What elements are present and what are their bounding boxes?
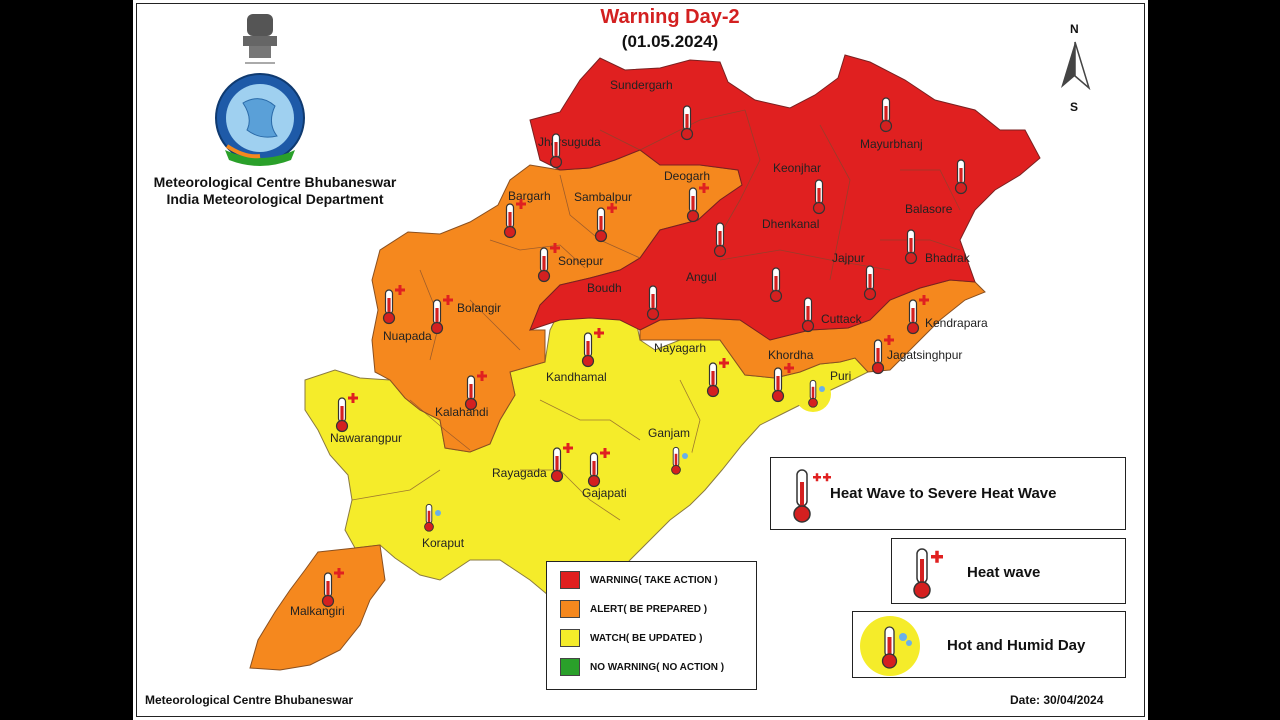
- org-department: India Meteorological Department: [166, 191, 384, 207]
- severe-thermometer-icon: [646, 285, 660, 321]
- key-label-humid: Hot and Humid Day: [947, 637, 1086, 654]
- region-warning: [529, 54, 1041, 341]
- key-severe-heatwave: Heat Wave to Severe Heat Wave: [770, 457, 1126, 530]
- label-sonepur: Sonepur: [558, 254, 603, 268]
- legend-swatch-yellow: [560, 629, 580, 647]
- label-dhenkanal: Dhenkanal: [762, 217, 819, 231]
- label-bargarh: Bargarh: [508, 189, 551, 203]
- footer-date: Date: 30/04/2024: [1010, 693, 1104, 707]
- severe-thermometer-icon: [801, 297, 815, 333]
- hot-humid-icon: [658, 443, 694, 479]
- compass-north-label: N: [1070, 22, 1079, 36]
- label-sambalpur: Sambalpur: [574, 190, 632, 204]
- label-cuttack: Cuttack: [821, 312, 863, 326]
- legend-label-watch: WATCH( BE UPDATED ): [590, 632, 703, 644]
- key-label-heatwave: Heat wave: [967, 564, 1041, 581]
- label-bolangir: Bolangir: [457, 301, 501, 315]
- severe-thermometer-icon: [793, 469, 831, 523]
- severe-thermometer-icon: [549, 133, 563, 169]
- label-kendrapara: Kendrapara: [925, 316, 988, 330]
- legend-swatch-green: [560, 658, 580, 676]
- severe-thermometer-icon: [713, 222, 727, 258]
- label-nawarangpur: Nawarangpur: [330, 431, 402, 445]
- label-jagatsinghpur: Jagatsinghpur: [887, 348, 962, 362]
- severe-thermometer-icon: [812, 179, 826, 215]
- label-gajapati: Gajapati: [582, 486, 627, 500]
- hot-humid-markers: [411, 376, 831, 536]
- legend-item-alert: ALERT( BE PREPARED ): [560, 599, 707, 619]
- label-deogarh: Deogarh: [664, 169, 710, 183]
- label-mayurbhanj: Mayurbhanj: [860, 137, 923, 151]
- forecast-date: (01.05.2024): [621, 32, 719, 51]
- north-arrow-icon: [1061, 41, 1091, 90]
- heatwave-thermometer-icon: [913, 548, 943, 599]
- footer-org: Meteorological Centre Bhubaneswar: [145, 693, 354, 707]
- legend-item-no-warning: NO WARNING( NO ACTION ): [560, 657, 724, 677]
- label-kalahandi: Kalahandi: [435, 405, 488, 419]
- label-jajpur: Jajpur: [832, 251, 865, 265]
- label-boudh: Boudh: [587, 281, 622, 295]
- legend-swatch-orange: [560, 600, 580, 618]
- label-rayagada: Rayagada: [492, 466, 547, 480]
- key-hot-humid: Hot and Humid Day: [852, 611, 1126, 678]
- hot-humid-icon: [411, 500, 447, 536]
- hot-humid-icon: [860, 616, 920, 676]
- severe-thermometer-icon: [863, 265, 877, 301]
- label-khordha: Khordha: [768, 348, 814, 362]
- legend-label-alert: ALERT( BE PREPARED ): [590, 603, 708, 615]
- label-balasore: Balasore: [905, 202, 953, 216]
- label-koraput: Koraput: [422, 536, 465, 550]
- label-nuapada: Nuapada: [383, 329, 432, 343]
- key-heatwave: Heat wave: [891, 538, 1126, 604]
- severe-thermometer-icon: [769, 267, 783, 303]
- national-emblem-icon: [243, 14, 277, 64]
- label-puri: Puri: [830, 369, 851, 383]
- label-keonjhar: Keonjhar: [773, 161, 821, 175]
- label-nayagarh: Nayagarh: [654, 341, 706, 355]
- label-angul: Angul: [686, 270, 717, 284]
- label-ganjam: Ganjam: [648, 426, 690, 440]
- label-bhadrak: Bhadrak: [925, 251, 971, 265]
- legend-label-no-warning: NO WARNING( NO ACTION ): [590, 661, 725, 673]
- key-label-severe: Heat Wave to Severe Heat Wave: [830, 485, 1057, 502]
- imd-logo-icon: [215, 14, 305, 166]
- page-title: Warning Day-2: [600, 6, 740, 28]
- warning-legend: WARNING( TAKE ACTION ) ALERT( BE PREPARE…: [546, 561, 757, 690]
- label-jharsuguda: Jharsuguda: [538, 135, 601, 149]
- legend-item-warning: WARNING( TAKE ACTION ): [560, 570, 718, 590]
- hot-humid-icon: [795, 376, 831, 412]
- severe-thermometer-icon: [904, 229, 918, 265]
- region-alert-malkangiri: [249, 544, 386, 671]
- compass-south-label: S: [1070, 100, 1079, 114]
- label-malkangiri: Malkangiri: [290, 604, 345, 618]
- org-name: Meteorological Centre Bhubaneswar: [153, 174, 397, 190]
- district-borders: [351, 109, 961, 521]
- label-sundergarh: Sundergarh: [610, 78, 673, 92]
- legend-swatch-red: [560, 571, 580, 589]
- legend-item-watch: WATCH( BE UPDATED ): [560, 628, 702, 648]
- legend-label-warning: WARNING( TAKE ACTION ): [590, 574, 718, 586]
- severe-thermometer-icon: [954, 159, 968, 195]
- label-kandhamal: Kandhamal: [546, 370, 607, 384]
